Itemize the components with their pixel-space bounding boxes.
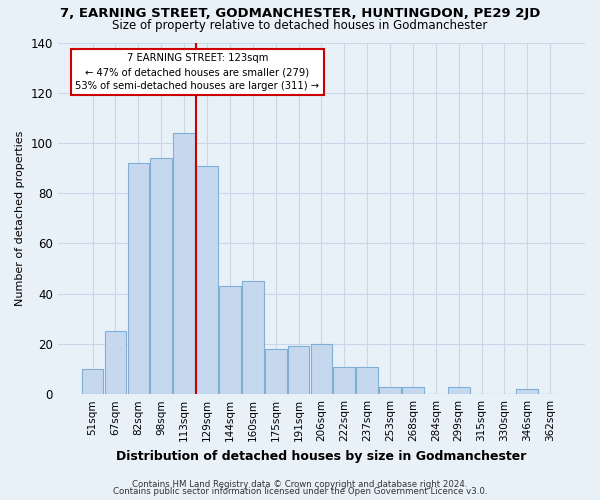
Text: 7, EARNING STREET, GODMANCHESTER, HUNTINGDON, PE29 2JD: 7, EARNING STREET, GODMANCHESTER, HUNTIN…: [60, 6, 540, 20]
Bar: [356, 366, 378, 394]
Text: Contains HM Land Registry data © Crown copyright and database right 2024.: Contains HM Land Registry data © Crown c…: [132, 480, 468, 489]
Y-axis label: Number of detached properties: Number of detached properties: [15, 130, 25, 306]
Text: Contains public sector information licensed under the Open Government Licence v3: Contains public sector information licen…: [113, 487, 487, 496]
Bar: [402, 386, 424, 394]
Bar: [82, 369, 103, 394]
Bar: [151, 158, 172, 394]
Bar: [379, 386, 401, 394]
Text: Size of property relative to detached houses in Godmanchester: Size of property relative to detached ho…: [112, 19, 488, 32]
Bar: [128, 163, 149, 394]
Bar: [311, 344, 332, 394]
Bar: [219, 286, 241, 394]
Bar: [287, 346, 310, 394]
Bar: [334, 366, 355, 394]
Bar: [242, 281, 263, 394]
Bar: [196, 166, 218, 394]
Bar: [104, 332, 127, 394]
X-axis label: Distribution of detached houses by size in Godmanchester: Distribution of detached houses by size …: [116, 450, 527, 462]
Text: 7 EARNING STREET: 123sqm
← 47% of detached houses are smaller (279)
53% of semi-: 7 EARNING STREET: 123sqm ← 47% of detach…: [76, 53, 320, 91]
Bar: [517, 389, 538, 394]
Bar: [265, 349, 287, 394]
Bar: [173, 133, 195, 394]
Bar: [448, 386, 470, 394]
